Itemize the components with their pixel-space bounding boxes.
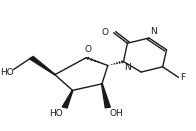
Text: HO: HO	[49, 109, 63, 118]
Text: OH: OH	[110, 109, 123, 118]
Polygon shape	[29, 56, 55, 75]
Text: F: F	[180, 73, 185, 82]
Polygon shape	[62, 90, 73, 108]
Text: N: N	[150, 27, 157, 36]
Text: HO: HO	[0, 68, 14, 77]
Text: O: O	[85, 45, 92, 54]
Polygon shape	[102, 84, 110, 108]
Text: O: O	[102, 28, 109, 37]
Text: N: N	[124, 63, 131, 72]
